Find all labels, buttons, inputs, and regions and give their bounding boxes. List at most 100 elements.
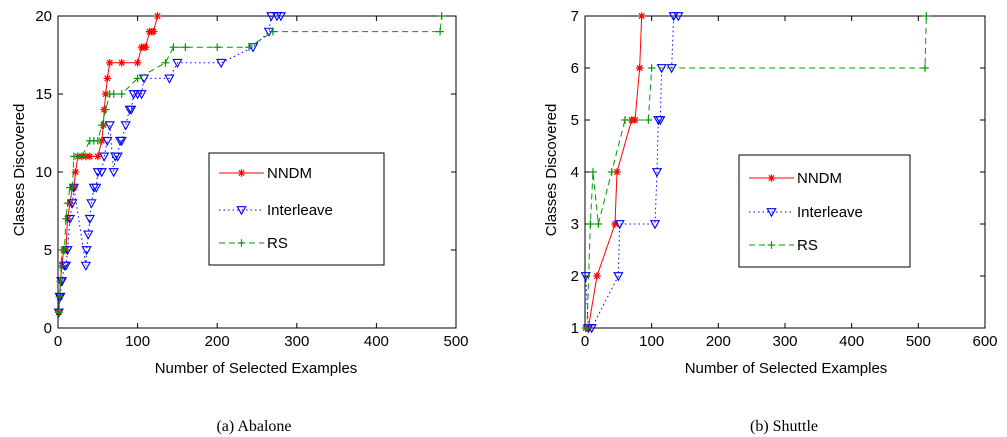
- legend-marker-nndm: [237, 169, 246, 177]
- y-tick-label: 6: [571, 60, 579, 77]
- data-point-rs: [437, 12, 446, 20]
- abalone-chart: Number of Selected Examples Classes Disc…: [11, 8, 469, 435]
- series-nndm: [581, 12, 646, 332]
- data-point-interleave: [91, 183, 102, 193]
- data-point-rs: [55, 293, 64, 301]
- x-tick-label: 300: [772, 333, 797, 350]
- series-rs: [581, 12, 931, 332]
- y-axis-label: Classes Discovered: [543, 104, 560, 237]
- data-point-interleave: [614, 220, 625, 230]
- data-point-rs: [589, 168, 597, 176]
- legend-label-interleave: Interleave: [267, 202, 333, 219]
- data-point-rs: [213, 43, 221, 51]
- data-point-rs: [117, 90, 126, 98]
- legend-label-rs: RS: [797, 237, 818, 254]
- y-tick-label: 7: [571, 8, 579, 25]
- data-point-nndm: [86, 152, 94, 161]
- data-point-rs: [644, 116, 653, 124]
- data-point-rs: [621, 116, 629, 124]
- series-line-interleave: [58, 15, 281, 313]
- data-point-nndm: [133, 59, 142, 67]
- data-point-nndm: [141, 43, 150, 51]
- data-point-rs: [245, 43, 253, 51]
- data-point-interleave: [275, 12, 287, 22]
- data-point-interleave: [655, 116, 666, 126]
- x-tick-label: 500: [906, 333, 931, 350]
- data-point-interleave: [104, 121, 115, 131]
- data-point-rs: [269, 27, 277, 36]
- data-point-rs: [109, 90, 118, 98]
- legend-label-nndm: NNDM: [797, 170, 842, 187]
- x-tick-label: 100: [125, 333, 150, 350]
- data-point-interleave: [116, 136, 127, 147]
- data-point-rs: [436, 27, 444, 36]
- data-point-interleave: [580, 272, 591, 282]
- x-tick-label: 600: [972, 333, 997, 350]
- y-tick-label: 5: [44, 242, 52, 259]
- data-point-rs: [94, 137, 102, 145]
- y-tick-label: 20: [35, 8, 52, 25]
- data-point-rs: [594, 220, 603, 228]
- data-point-rs: [921, 64, 929, 72]
- data-point-rs: [54, 308, 63, 317]
- x-tick-label: 500: [443, 333, 468, 350]
- data-point-interleave: [266, 12, 277, 22]
- series-nndm: [54, 12, 162, 317]
- y-tick-label: 5: [571, 112, 579, 129]
- y-tick-label: 4: [571, 164, 579, 181]
- legend-label-rs: RS: [267, 235, 288, 252]
- legend: NNDM Interleave RS: [208, 152, 385, 266]
- data-point-nndm: [635, 64, 644, 72]
- data-point-rs: [63, 199, 72, 207]
- legend-marker-rs: [237, 239, 246, 247]
- data-point-rs: [60, 246, 69, 254]
- data-point-rs: [68, 183, 77, 192]
- y-tick-label: 3: [571, 216, 579, 233]
- data-point-interleave: [613, 272, 624, 282]
- data-point-nndm: [103, 74, 112, 83]
- y-axis-label: Classes Discovered: [11, 104, 28, 237]
- data-point-interleave: [96, 168, 107, 178]
- y-tick-label: 10: [35, 164, 52, 181]
- y-tick-label: 2: [571, 268, 579, 285]
- legend-box: [738, 154, 911, 268]
- y-tick-label: 0: [44, 320, 52, 337]
- data-point-interleave: [216, 58, 227, 69]
- data-point-interleave: [164, 74, 175, 84]
- x-axis-label: Number of Selected Examples: [155, 360, 358, 377]
- y-tick-label: 15: [35, 86, 52, 103]
- x-tick-label: 0: [581, 333, 589, 350]
- data-point-nndm: [105, 59, 114, 67]
- data-point-nndm: [637, 12, 646, 20]
- caption-shuttle: (b) Shuttle: [750, 418, 818, 435]
- data-point-rs: [647, 64, 656, 72]
- data-point-nndm: [593, 272, 601, 280]
- series-line-interleave: [585, 15, 679, 329]
- y-tick-label: 1: [571, 320, 579, 337]
- legend-marker-nndm: [767, 174, 776, 182]
- legend: NNDM Interleave RS: [738, 154, 911, 268]
- data-point-nndm: [153, 12, 162, 20]
- legend-marker-rs: [767, 241, 776, 249]
- legend-label-interleave: Interleave: [797, 204, 863, 221]
- data-point-rs: [97, 121, 106, 129]
- data-point-interleave: [172, 58, 183, 69]
- x-tick-label: 100: [639, 333, 664, 350]
- legend-label-nndm: NNDM: [267, 165, 312, 182]
- data-point-rs: [586, 220, 595, 228]
- data-point-rs: [62, 215, 70, 223]
- data-point-interleave: [102, 136, 113, 147]
- x-tick-label: 200: [706, 333, 731, 350]
- data-point-interleave: [649, 220, 661, 230]
- data-point-rs: [181, 43, 190, 51]
- x-tick-label: 0: [54, 333, 62, 350]
- data-point-interleave: [86, 199, 97, 209]
- data-point-interleave: [99, 152, 110, 162]
- data-point-interleave: [651, 168, 663, 178]
- data-point-interleave: [673, 12, 684, 22]
- x-tick-label: 400: [839, 333, 864, 350]
- data-point-rs: [161, 59, 170, 67]
- data-point-interleave: [80, 261, 91, 271]
- data-point-rs: [607, 168, 616, 176]
